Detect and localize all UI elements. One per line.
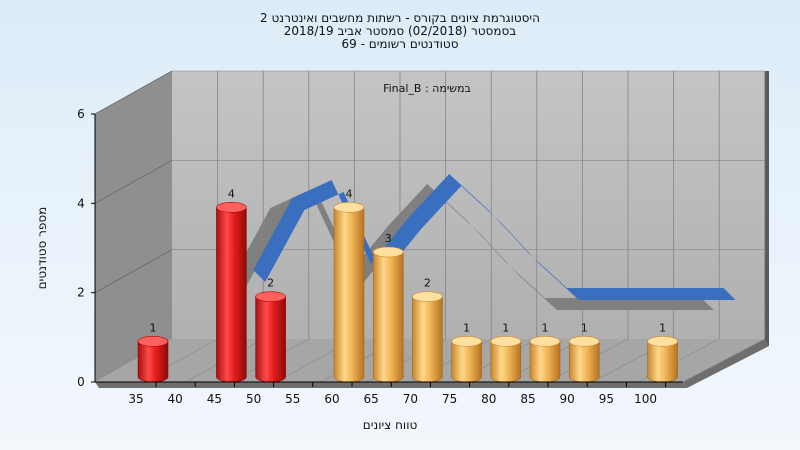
bar — [490, 341, 522, 383]
back-wall — [172, 71, 765, 339]
bar-cap — [255, 291, 286, 302]
x-tick-label: 70 — [403, 392, 418, 406]
bar — [216, 207, 247, 383]
bar — [451, 341, 482, 383]
grid-line-side — [94, 159, 173, 204]
bar — [255, 296, 286, 383]
bar — [333, 207, 365, 383]
bar-value-label: 3 — [385, 232, 392, 245]
bar-cap — [412, 291, 443, 302]
title-line-2: בסמסטר (02/2018) סמסטר אביב 2018/19 — [284, 24, 516, 38]
x-tick-label: 90 — [560, 392, 575, 406]
x-tick-label: 100 — [634, 392, 657, 406]
bar-cap — [137, 336, 169, 347]
x-tick-label: 60 — [324, 392, 339, 406]
bar-value-label: 1 — [659, 321, 666, 334]
bar — [412, 296, 443, 383]
bar-cap — [216, 202, 247, 213]
bar-value-label: 4 — [228, 187, 235, 200]
x-tick-label: 65 — [364, 392, 379, 406]
y-tick-label: 6 — [77, 107, 85, 121]
y-axis: 0 2 4 6 — [77, 107, 96, 389]
bar-value-label: 1 — [502, 321, 509, 334]
bar-cap — [333, 202, 365, 213]
bar-value-labels: 1 4 2 4 3 2 1 1 1 1 1 — [150, 187, 667, 334]
x-tick-label: 95 — [599, 392, 614, 406]
left-wall — [95, 71, 172, 382]
right-edge — [765, 71, 769, 346]
bar-cap — [372, 246, 404, 258]
x-axis-label: טווח ציונים — [363, 418, 418, 432]
bar-cap — [568, 336, 600, 347]
bar — [568, 341, 600, 383]
x-tick-label: 75 — [442, 392, 457, 406]
bar-value-label: 1 — [150, 321, 157, 334]
y-tick-label: 2 — [77, 286, 85, 300]
bar-value-label: 1 — [463, 321, 470, 334]
bar-value-label: 4 — [346, 187, 353, 200]
x-tick-label: 55 — [285, 392, 300, 406]
x-tick-label: 50 — [246, 392, 261, 406]
chart-subtitle: במשימה : Final_B — [383, 82, 471, 95]
bar-cap — [451, 336, 482, 347]
x-tick-label: 80 — [481, 392, 496, 406]
title-line-3: סטודנטים רשומים - 69 — [341, 37, 458, 51]
y-tick-label: 4 — [77, 196, 85, 210]
bar-cap — [490, 336, 522, 347]
bar — [372, 251, 404, 383]
x-axis: 35 40 45 50 55 60 65 70 75 80 85 90 95 100 — [95, 381, 683, 406]
x-tick-label: 35 — [128, 392, 143, 406]
floor-edge-right — [683, 339, 769, 388]
bar — [647, 341, 678, 383]
y-axis-label: מספר סטודנטים — [35, 207, 49, 290]
bar-value-label: 1 — [542, 321, 549, 334]
bar-cap — [529, 336, 561, 347]
title-line-1: היסטוגרמת ציונים בקורס - רשתות מחשבים וא… — [260, 11, 540, 25]
bar-value-label: 1 — [581, 321, 588, 334]
grid-line-floor — [682, 338, 765, 383]
x-tick-label: 40 — [168, 392, 183, 406]
grid-line-side — [94, 70, 173, 115]
bar — [529, 341, 561, 383]
bar — [137, 341, 169, 383]
x-tick-label: 45 — [207, 392, 222, 406]
x-tick-label: 85 — [520, 392, 535, 406]
bars — [137, 202, 678, 383]
y-tick-label: 0 — [77, 375, 85, 389]
bar-value-label: 2 — [424, 277, 431, 290]
grid-line-side — [94, 249, 173, 294]
bar-cap — [647, 336, 678, 347]
bar-value-label: 2 — [267, 277, 274, 290]
